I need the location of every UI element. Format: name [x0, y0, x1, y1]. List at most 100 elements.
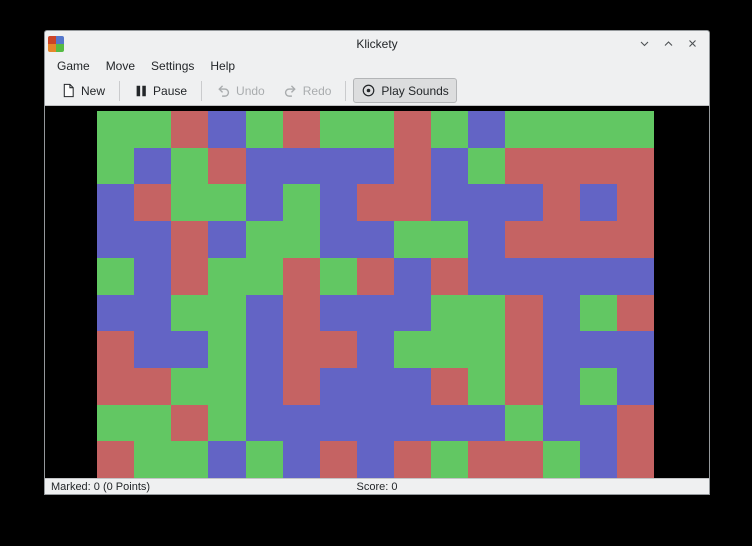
- board-cell[interactable]: [356, 257, 395, 295]
- board-cell[interactable]: [431, 147, 469, 185]
- board-cell[interactable]: [134, 221, 172, 258]
- menu-game[interactable]: Game: [57, 59, 90, 73]
- board-cell[interactable]: [134, 331, 172, 368]
- board-cell[interactable]: [394, 147, 432, 185]
- board-cell[interactable]: [505, 257, 543, 295]
- board-cell[interactable]: [134, 441, 172, 478]
- board-cell[interactable]: [616, 404, 654, 442]
- board-cell[interactable]: [468, 221, 506, 258]
- close-button[interactable]: [685, 37, 699, 51]
- board-cell[interactable]: [394, 184, 432, 222]
- board-cell[interactable]: [134, 367, 172, 405]
- board-cell[interactable]: [468, 147, 506, 185]
- board-cell[interactable]: [468, 257, 506, 295]
- board-cell[interactable]: [431, 257, 469, 295]
- board-cell[interactable]: [394, 221, 432, 258]
- board-cell[interactable]: [171, 221, 209, 258]
- board-cell[interactable]: [505, 441, 543, 478]
- board-cell[interactable]: [134, 184, 172, 222]
- board-cell[interactable]: [431, 111, 469, 148]
- board-cell[interactable]: [319, 221, 357, 258]
- board-cell[interactable]: [394, 404, 432, 442]
- board-cell[interactable]: [542, 221, 580, 258]
- board-cell[interactable]: [431, 331, 469, 368]
- board-cell[interactable]: [171, 184, 209, 222]
- board-cell[interactable]: [245, 221, 283, 258]
- board-cell[interactable]: [208, 184, 246, 222]
- board-cell[interactable]: [134, 147, 172, 185]
- board-cell[interactable]: [245, 331, 283, 368]
- board-cell[interactable]: [97, 441, 135, 478]
- board-cell[interactable]: [468, 331, 506, 368]
- board-cell[interactable]: [356, 367, 395, 405]
- board-cell[interactable]: [542, 184, 580, 222]
- board-cell[interactable]: [616, 294, 654, 332]
- board-cell[interactable]: [319, 147, 357, 185]
- board-cell[interactable]: [505, 367, 543, 405]
- board-cell[interactable]: [208, 257, 246, 295]
- board-cell[interactable]: [97, 257, 135, 295]
- pause-button[interactable]: Pause: [127, 80, 194, 102]
- board-cell[interactable]: [319, 331, 357, 368]
- board-cell[interactable]: [97, 184, 135, 222]
- board-cell[interactable]: [319, 257, 357, 295]
- board-cell[interactable]: [505, 294, 543, 332]
- board-cell[interactable]: [542, 257, 580, 295]
- board-cell[interactable]: [616, 111, 654, 148]
- board-cell[interactable]: [319, 184, 357, 222]
- board-cell[interactable]: [134, 257, 172, 295]
- board-cell[interactable]: [319, 404, 357, 442]
- board-cell[interactable]: [282, 331, 320, 368]
- board-cell[interactable]: [208, 294, 246, 332]
- board-cell[interactable]: [468, 441, 506, 478]
- board-cell[interactable]: [245, 404, 283, 442]
- board-cell[interactable]: [97, 294, 135, 332]
- board-cell[interactable]: [245, 294, 283, 332]
- board-cell[interactable]: [356, 441, 395, 478]
- board-cell[interactable]: [468, 294, 506, 332]
- board-cell[interactable]: [171, 147, 209, 185]
- undo-button[interactable]: Undo: [209, 79, 272, 102]
- board-cell[interactable]: [468, 184, 506, 222]
- board-cell[interactable]: [394, 331, 432, 368]
- board-cell[interactable]: [542, 441, 580, 478]
- board-cell[interactable]: [356, 111, 395, 148]
- board-cell[interactable]: [579, 221, 617, 258]
- board-cell[interactable]: [282, 294, 320, 332]
- board-cell[interactable]: [505, 331, 543, 368]
- board-cell[interactable]: [208, 367, 246, 405]
- board-cell[interactable]: [171, 367, 209, 405]
- board-cell[interactable]: [468, 111, 506, 148]
- board-cell[interactable]: [431, 184, 469, 222]
- board-cell[interactable]: [171, 441, 209, 478]
- board-cell[interactable]: [245, 184, 283, 222]
- board-cell[interactable]: [542, 331, 580, 368]
- redo-button[interactable]: Redo: [276, 79, 339, 102]
- board-cell[interactable]: [394, 294, 432, 332]
- board-cell[interactable]: [319, 367, 357, 405]
- board-cell[interactable]: [616, 184, 654, 222]
- board-cell[interactable]: [356, 184, 395, 222]
- titlebar[interactable]: Klickety: [45, 31, 709, 56]
- board-cell[interactable]: [579, 441, 617, 478]
- board-cell[interactable]: [616, 221, 654, 258]
- board-cell[interactable]: [431, 404, 469, 442]
- board-cell[interactable]: [245, 441, 283, 478]
- play-sounds-toggle[interactable]: Play Sounds: [353, 78, 457, 103]
- board-cell[interactable]: [616, 257, 654, 295]
- board-cell[interactable]: [542, 404, 580, 442]
- board-cell[interactable]: [579, 111, 617, 148]
- board-cell[interactable]: [616, 441, 654, 478]
- board-cell[interactable]: [505, 147, 543, 185]
- menu-help[interactable]: Help: [210, 59, 236, 73]
- board-cell[interactable]: [356, 147, 395, 185]
- board-cell[interactable]: [579, 294, 617, 332]
- board-cell[interactable]: [579, 367, 617, 405]
- board-cell[interactable]: [505, 111, 543, 148]
- board-cell[interactable]: [208, 331, 246, 368]
- board-cell[interactable]: [579, 184, 617, 222]
- board-cell[interactable]: [579, 257, 617, 295]
- menu-move[interactable]: Move: [105, 59, 136, 73]
- board-cell[interactable]: [616, 147, 654, 185]
- board-cell[interactable]: [97, 111, 135, 148]
